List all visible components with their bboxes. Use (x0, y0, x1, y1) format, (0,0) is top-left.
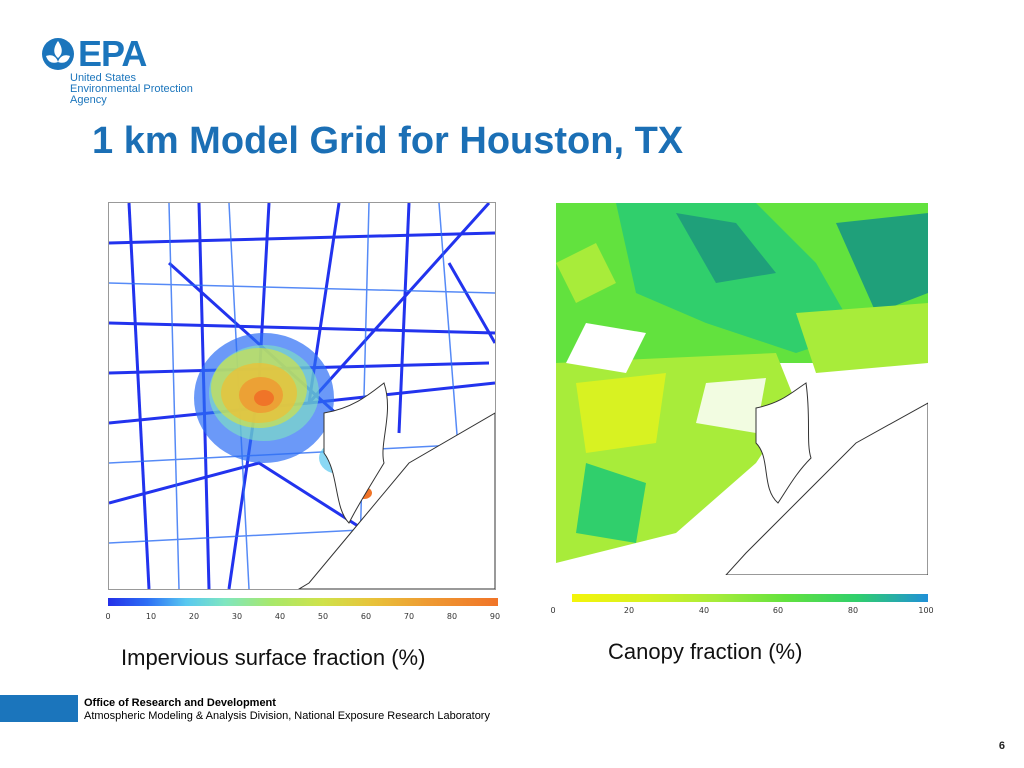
epa-wordmark: EPA (78, 33, 147, 74)
canopy-tick: 20 (623, 606, 635, 615)
impervious-tick: 60 (360, 612, 372, 621)
epa-logo: EPA United States Environmental Protecti… (40, 36, 210, 106)
impervious-tick: 0 (105, 612, 111, 621)
impervious-tick: 90 (489, 612, 501, 621)
canopy-tick: 40 (698, 606, 710, 615)
impervious-colorbar (108, 598, 498, 606)
page-number: 6 (998, 740, 1005, 752)
canopy-tick: 0 (550, 606, 556, 615)
agency-name: United States Environmental Protection A… (70, 73, 193, 106)
footer-division: Atmospheric Modeling & Analysis Division… (84, 710, 490, 722)
canopy-map-graphic (556, 203, 928, 575)
epa-flower-icon (42, 38, 74, 70)
impervious-tick: 70 (403, 612, 415, 621)
agency-line-3: Agency (70, 94, 107, 106)
canopy-fraction-map (556, 203, 928, 575)
impervious-caption: Impervious surface fraction (%) (121, 645, 426, 670)
impervious-tick: 50 (317, 612, 329, 621)
impervious-tick: 20 (188, 612, 200, 621)
agency-line-1: United States (70, 72, 137, 84)
impervious-tick: 80 (446, 612, 458, 621)
canopy-tick: 80 (847, 606, 859, 615)
footer-accent-bar (0, 695, 78, 722)
agency-line-2: Environmental Protection (70, 83, 193, 95)
impervious-tick: 10 (145, 612, 157, 621)
impervious-map-graphic (109, 203, 495, 589)
canopy-caption: Canopy fraction (%) (608, 639, 803, 664)
canopy-tick: 100 (918, 606, 934, 615)
impervious-tick: 40 (274, 612, 286, 621)
impervious-surface-map (108, 202, 496, 590)
impervious-tick: 30 (231, 612, 243, 621)
canopy-colorbar (572, 594, 928, 602)
footer-office: Office of Research and Development (84, 697, 276, 709)
slide-title: 1 km Model Grid for Houston, TX (92, 120, 684, 162)
canopy-tick: 60 (772, 606, 784, 615)
footer-text: Office of Research and Development Atmos… (84, 697, 490, 723)
